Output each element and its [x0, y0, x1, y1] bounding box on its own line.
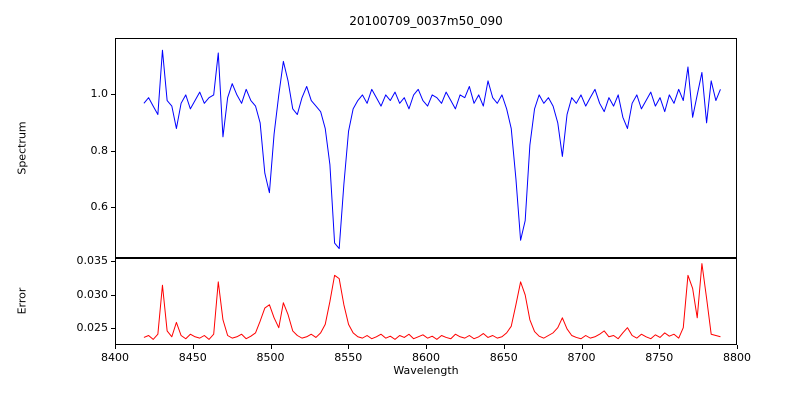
x-tick-mark: [270, 345, 272, 349]
y-tick-mark: [111, 294, 115, 296]
x-tick-label: 8450: [178, 351, 207, 364]
x-tick-label: 8550: [334, 351, 363, 364]
x-tick-mark: [659, 345, 661, 349]
x-tick-label: 8800: [723, 351, 751, 364]
x-axis-label: Wavelength: [393, 364, 459, 377]
x-tick-label: 8400: [101, 351, 129, 364]
x-tick-label: 8650: [489, 351, 518, 364]
y-axis-label-spectrum: Spectrum: [15, 121, 29, 175]
y-axis-label-error: Error: [15, 287, 29, 315]
y-tick-mark: [111, 94, 115, 96]
chart-title: 20100709_0037m50_090: [349, 14, 503, 28]
x-tick-mark: [426, 345, 427, 349]
y-tick-mark: [111, 261, 115, 263]
x-tick-mark: [192, 345, 194, 349]
y-tick-label: 1.0: [90, 87, 109, 101]
error-plot-area: [143, 263, 721, 340]
spectrum-panel: [115, 38, 737, 258]
y-tick-mark: [111, 328, 115, 330]
y-tick-label: 0.025: [76, 321, 109, 335]
x-tick-mark: [581, 345, 583, 349]
x-tick-mark: [115, 345, 116, 349]
x-tick-label: 8750: [645, 351, 674, 364]
y-tick-mark: [111, 150, 115, 152]
y-tick-mark: [111, 207, 115, 209]
x-tick-mark: [348, 345, 350, 349]
y-tick-label: 0.8: [90, 143, 109, 157]
x-tick-mark: [503, 345, 505, 349]
spectrum-line: [143, 49, 721, 250]
error-panel: [115, 258, 737, 345]
x-tick-label: 8500: [256, 351, 285, 364]
y-tick-label: 0.030: [76, 287, 109, 301]
y-tick-label: 0.035: [76, 254, 109, 268]
x-tick-label: 8600: [412, 351, 440, 364]
y-tick-label: 0.6: [90, 200, 109, 214]
spectrum-plot-area: [143, 49, 721, 250]
x-tick-mark: [737, 345, 738, 349]
error-line: [143, 263, 721, 340]
x-tick-label: 8700: [567, 351, 596, 364]
